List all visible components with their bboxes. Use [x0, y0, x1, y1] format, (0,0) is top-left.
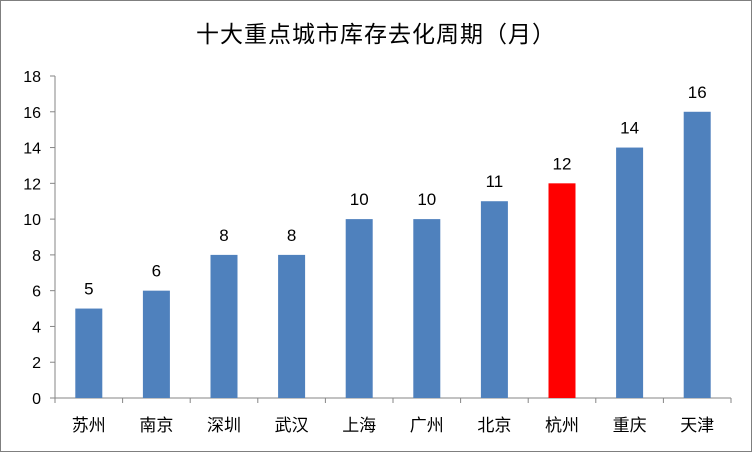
bar — [75, 308, 103, 398]
x-category-label: 北京 — [477, 416, 511, 436]
x-category-label: 深圳 — [207, 416, 241, 436]
bar — [480, 201, 508, 398]
bar — [142, 290, 170, 398]
y-tick-label: 16 — [23, 105, 41, 122]
y-tick-label: 6 — [32, 284, 41, 301]
data-label: 6 — [152, 262, 161, 281]
x-category-label: 上海 — [342, 416, 376, 436]
chart-title: 十大重点城市库存去化周期（月） — [196, 22, 556, 48]
data-label: 10 — [417, 190, 436, 209]
data-label: 8 — [287, 226, 296, 245]
x-category-label: 杭州 — [545, 416, 579, 436]
y-tick-label: 18 — [23, 69, 41, 86]
data-label: 12 — [553, 154, 572, 173]
bar — [278, 254, 306, 398]
y-tick-label: 12 — [23, 176, 41, 193]
data-label: 5 — [84, 280, 93, 299]
x-category-label: 广州 — [410, 416, 444, 436]
bar — [616, 147, 644, 398]
y-tick-label: 8 — [32, 248, 41, 265]
x-category-label: 武汉 — [275, 416, 309, 436]
x-category-label: 重庆 — [613, 416, 647, 436]
bar — [413, 219, 441, 398]
bar — [548, 183, 576, 398]
bar — [345, 219, 373, 398]
y-tick-label: 4 — [32, 319, 41, 336]
data-label: 16 — [688, 83, 707, 102]
y-tick-label: 0 — [32, 391, 41, 408]
data-label: 11 — [486, 172, 504, 191]
bar — [210, 254, 238, 398]
y-tick-label: 10 — [23, 212, 41, 229]
data-label: 8 — [219, 226, 228, 245]
y-tick-label: 14 — [23, 141, 41, 158]
bar — [683, 111, 711, 399]
x-category-label: 天津 — [680, 416, 714, 436]
data-label: 14 — [620, 119, 639, 138]
x-category-label: 苏州 — [72, 416, 106, 436]
x-category-label: 南京 — [139, 416, 173, 436]
data-label: 10 — [350, 190, 369, 209]
y-tick-label: 2 — [32, 355, 41, 372]
